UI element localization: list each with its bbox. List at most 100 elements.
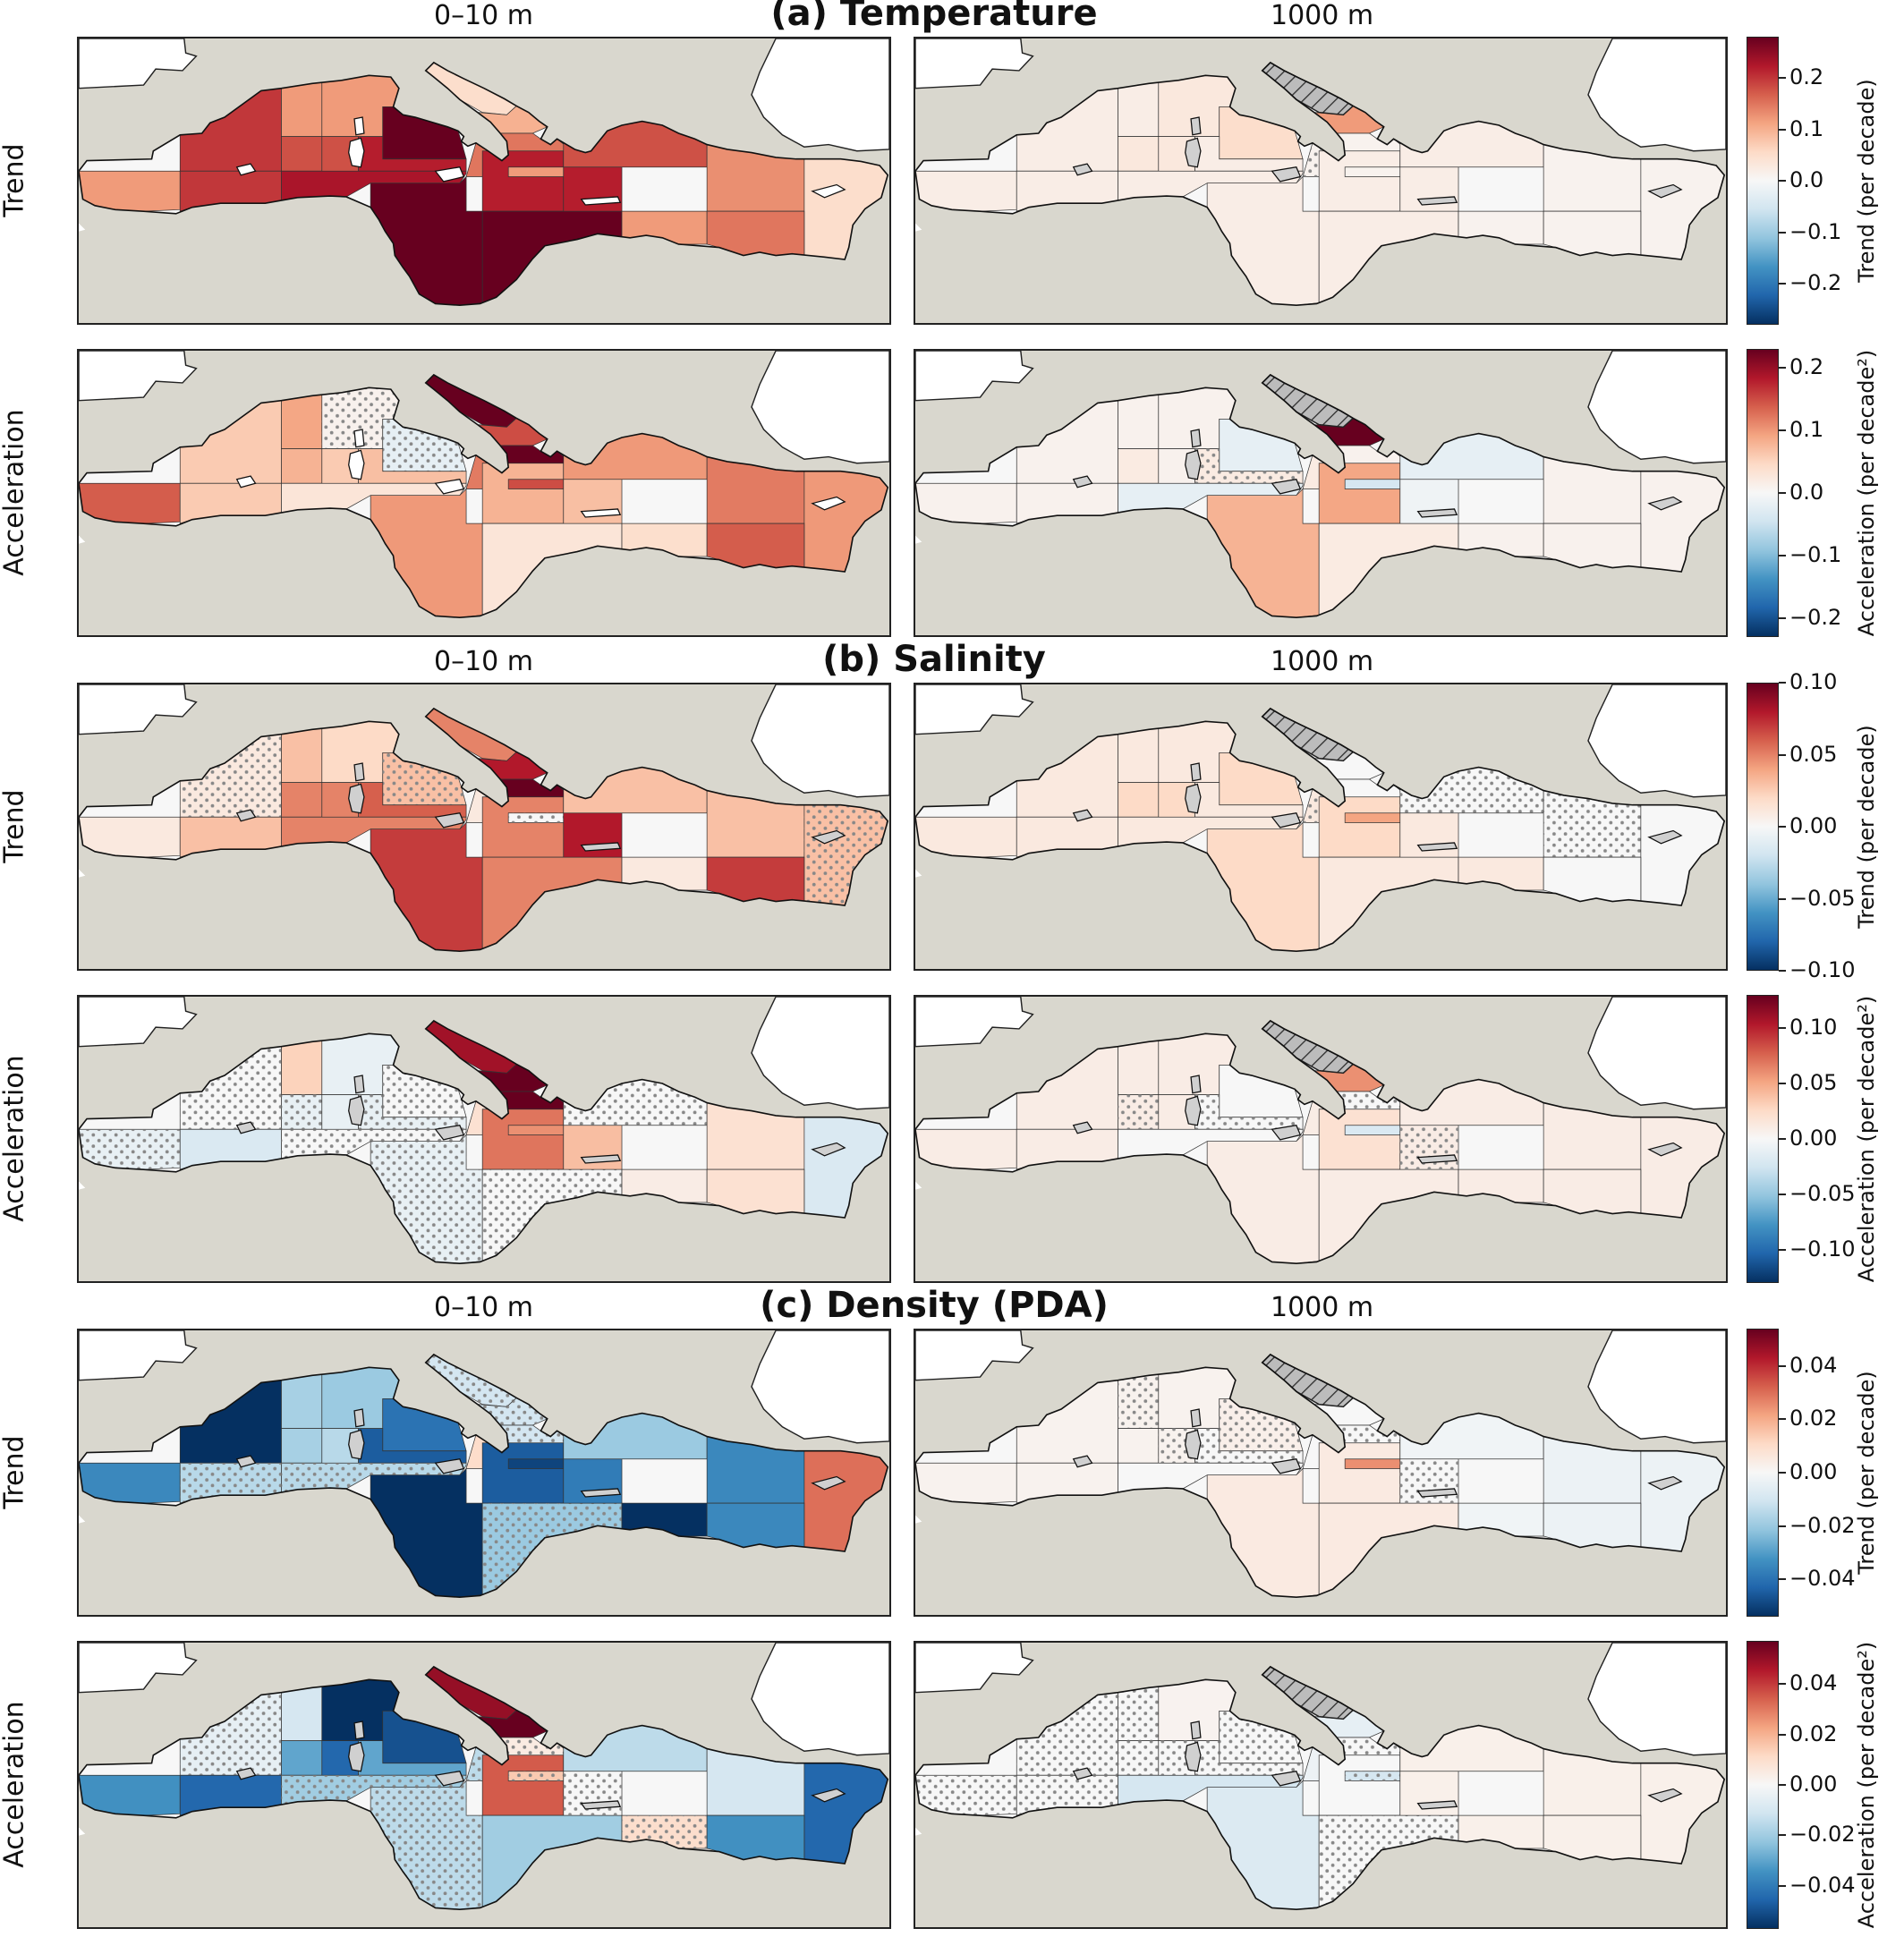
- island-cyprus: [811, 496, 846, 511]
- island-sicily: [434, 1771, 465, 1787]
- colorbar-tick-mark: [1779, 970, 1786, 972]
- column-label: 0–10 m: [434, 0, 534, 31]
- region-stipple-bal: [1016, 1775, 1118, 1816]
- region-cio: [481, 1109, 565, 1170]
- map-svg: [915, 1330, 1726, 1615]
- region-stipple-elv: [803, 804, 888, 906]
- colorbar-tick-mark: [1779, 180, 1786, 182]
- colorbar: [1747, 683, 1779, 971]
- row-label: Trend: [0, 1435, 30, 1509]
- island-sardinia: [348, 449, 365, 480]
- region-stipple-lbn: [622, 1815, 708, 1848]
- colorbar-tick-label: −0.05: [1789, 885, 1856, 911]
- island-crete: [1416, 1154, 1458, 1164]
- map-svg: [915, 997, 1726, 1281]
- island-corsica: [1190, 1408, 1202, 1428]
- map-panel: [77, 683, 891, 971]
- colorbar-tick-label: 0.2: [1789, 354, 1824, 379]
- colorbar: [1747, 37, 1779, 325]
- outside-area-west: [915, 997, 1034, 1048]
- region-gol: [281, 1373, 323, 1429]
- island-corsica: [353, 116, 365, 136]
- island-sicily: [1271, 1458, 1302, 1474]
- map-panel: [914, 37, 1728, 325]
- island-balearic: [235, 475, 257, 488]
- colorbar-label: Acceleration (per decade²): [1854, 995, 1879, 1283]
- colorbar: [1747, 1641, 1779, 1929]
- colorbar-tick-mark: [1779, 555, 1786, 556]
- region-stipple-gol: [1118, 1373, 1159, 1429]
- colorbar-label: Trend (per decade): [1854, 79, 1879, 283]
- outside-area-east: [1587, 684, 1726, 798]
- region-stipple-nty: [1219, 1398, 1304, 1451]
- island-cyprus: [1647, 1142, 1683, 1157]
- region-stipple-cwm: [1118, 1740, 1159, 1776]
- coastline: [79, 1665, 889, 1911]
- island-sardinia: [1185, 137, 1202, 168]
- outside-area-east: [751, 684, 889, 798]
- colorbar-tick-mark: [1779, 1834, 1786, 1837]
- island-sicily: [1271, 1771, 1302, 1787]
- outside-area-east: [1587, 997, 1726, 1110]
- colorbar-tick-mark: [1779, 682, 1786, 684]
- region-cwm: [1118, 1428, 1160, 1464]
- outside-area-east: [1587, 1330, 1726, 1444]
- colorbar-tick-label: 0.10: [1789, 669, 1838, 694]
- region-cio: [1318, 1754, 1401, 1816]
- map-svg: [79, 351, 889, 635]
- region-cio: [481, 1754, 565, 1816]
- island-crete: [580, 1154, 622, 1164]
- region-stipple-swm: [180, 734, 282, 818]
- outside-area-west: [79, 684, 198, 735]
- region-stipple-ego: [1345, 1771, 1400, 1781]
- region-stipple-sio: [482, 1503, 623, 1595]
- section-title: (b) Salinity: [822, 639, 1046, 680]
- colorbar-tick-label: 0.00: [1789, 1771, 1838, 1797]
- region-cio: [1318, 150, 1401, 212]
- outside-area-west: [79, 351, 198, 402]
- outside-area-east: [751, 1330, 889, 1444]
- colorbar-tick-label: 0.10: [1789, 1015, 1838, 1041]
- map-panel: [914, 1641, 1728, 1929]
- region-gol: [281, 81, 323, 137]
- coastline: [915, 1665, 1726, 1911]
- island-balearic: [1072, 1121, 1093, 1134]
- region-ego: [507, 1125, 565, 1135]
- region-cwm: [281, 1740, 323, 1776]
- region-ego: [507, 479, 565, 489]
- outside-area-west: [79, 38, 198, 89]
- colorbar-tick-mark: [1779, 492, 1786, 494]
- region-cwm: [1118, 136, 1160, 172]
- region-cwm: [281, 1428, 323, 1464]
- colorbar-tick-mark: [1779, 1683, 1786, 1686]
- island-balearic: [235, 1767, 257, 1780]
- island-crete: [1416, 842, 1458, 852]
- colorbar-tick-label: 0.1: [1789, 115, 1824, 141]
- outside-area-east: [1587, 1643, 1726, 1756]
- island-sicily: [1271, 166, 1302, 183]
- colorbar-tick-label: 0.00: [1789, 1459, 1838, 1484]
- island-balearic: [1072, 809, 1093, 822]
- section-title: (a) Temperature: [770, 0, 1098, 34]
- colorbar-tick-mark: [1779, 1525, 1786, 1527]
- column-label: 0–10 m: [434, 1292, 534, 1323]
- region-ego: [1344, 812, 1401, 823]
- island-balearic: [235, 1455, 257, 1468]
- region-cio: [481, 463, 565, 524]
- colorbar-tick-mark: [1779, 753, 1786, 756]
- island-cyprus: [811, 1788, 846, 1803]
- region-stipple-nad: [425, 1354, 517, 1407]
- island-crete: [1416, 196, 1458, 206]
- map-panel: [77, 995, 891, 1283]
- region-stipple-swm: [1016, 1692, 1118, 1776]
- colorbar-tick-label: −0.02: [1789, 1822, 1856, 1848]
- outside-area-east: [751, 1643, 889, 1756]
- island-corsica: [353, 429, 365, 448]
- colorbar-label: Acceleration (per decade²): [1854, 349, 1879, 637]
- colorbar-tick-label: −0.1: [1789, 542, 1842, 567]
- region-stipple-sty: [281, 1129, 467, 1160]
- map-svg: [915, 684, 1726, 969]
- colorbar-tick-mark: [1779, 1364, 1786, 1367]
- region-stipple-sio: [1319, 1815, 1459, 1907]
- outside-area-east: [751, 997, 889, 1110]
